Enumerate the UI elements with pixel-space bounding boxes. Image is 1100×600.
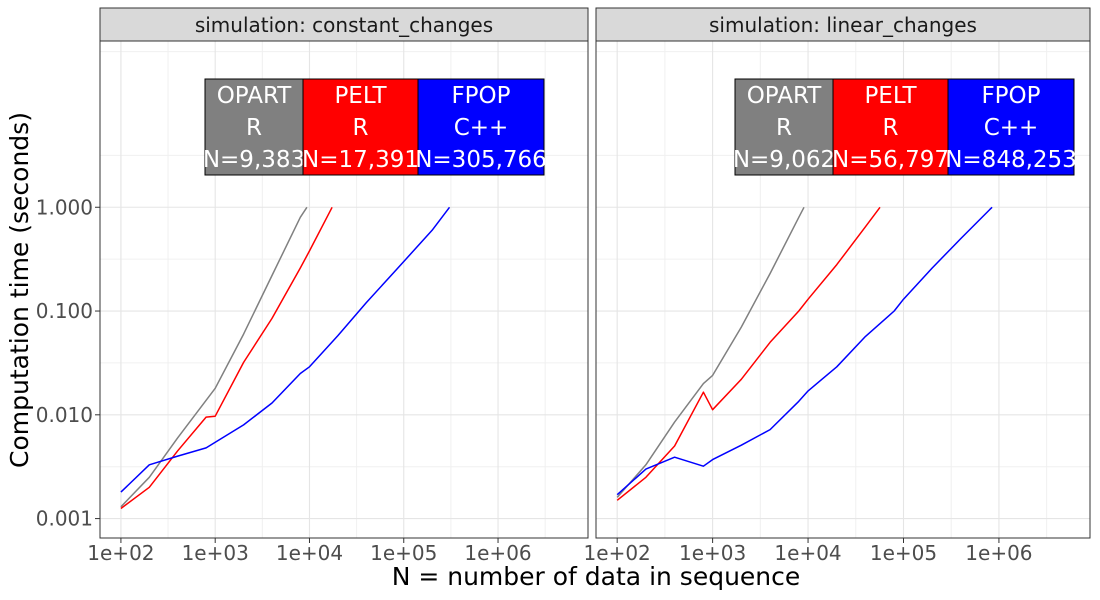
y-tick-label: 1.000 [36, 195, 93, 219]
facet-strip-label: simulation: linear_changes [709, 13, 977, 37]
label-box-background [204, 78, 304, 176]
x-tick-label: 1e+04 [774, 541, 841, 565]
series-line-pelt [120, 206, 333, 510]
label-box-opart: OPART R N=9,062 [733, 78, 835, 176]
facet-panel: simulation: constant_changes OPART R N=9,38… [87, 7, 589, 565]
series-line-fpop [616, 206, 993, 496]
panel-border [99, 40, 589, 539]
x-tick-label: 1e+03 [679, 541, 746, 565]
label-box-fpop: FPOP C++ N=305,766 [415, 78, 547, 176]
label-text: C++ [984, 115, 1039, 141]
series-lines [616, 206, 993, 501]
direct-labels: OPART R N=9,062 PELT R N=56,797 FPOP C++ N=848,2… [733, 78, 1077, 176]
facet-strip [595, 7, 1091, 42]
y-tick-label: 0.001 [36, 507, 93, 531]
label-text: C++ [454, 115, 509, 141]
x-tick-label: 1e+06 [464, 541, 531, 565]
facet-panel: simulation: linear_changesOPARTRN=9,062P… [584, 7, 1091, 565]
x-axis: 1e+02 1e+03 1e+04 1e+05 1e+06 [87, 538, 532, 565]
label-text: R [353, 115, 369, 141]
label-box-opart: OPART R N=9,383 [203, 78, 305, 176]
series-lines [120, 206, 451, 510]
label-box-background [417, 78, 545, 176]
label-text: PELT [334, 83, 387, 109]
label-text: N=848,253 [945, 147, 1077, 173]
label-text: OPART [747, 83, 823, 109]
x-axis: 1e+02 1e+03 1e+04 1e+05 1e+06 [584, 538, 1033, 565]
label-box-background [302, 78, 419, 176]
facet-strip [99, 7, 589, 42]
label-text: N=305,766 [415, 147, 547, 173]
label-box-background [947, 78, 1075, 176]
label-text: FPOP [981, 83, 1040, 109]
y-tick-label: 0.010 [36, 403, 93, 427]
x-tick-label: 1e+06 [965, 541, 1032, 565]
label-box-pelt: PELT R N=56,797 [832, 78, 949, 176]
label-text: FPOP [451, 83, 510, 109]
label-box-background [734, 78, 834, 176]
x-tick-label: 1e+02 [87, 541, 154, 565]
y-axis-title: Computation time (seconds) [5, 112, 34, 468]
label-text: N=56,797 [832, 147, 949, 173]
facet-strip-label: simulation: constant_changes [195, 13, 493, 37]
label-box-pelt: PELT R N=17,391 [302, 78, 419, 176]
label-text: N=9,062 [733, 147, 835, 173]
series-line-pelt [616, 206, 881, 501]
x-tick-label: 1e+02 [584, 541, 651, 565]
label-text: N=9,383 [203, 147, 305, 173]
direct-labels: OPART R N=9,383 PELT R N=17,391 FPOP C++ N=305,7… [203, 78, 547, 176]
label-text: PELT [864, 83, 917, 109]
label-text: R [246, 115, 262, 141]
series-line-opart [616, 206, 805, 498]
label-text: N=17,391 [302, 147, 419, 173]
label-text: OPART [217, 83, 293, 109]
label-box-fpop: FPOP C++ N=848,253 [945, 78, 1077, 176]
y-axis: 0.001 0.010 0.100 1.000 [36, 195, 100, 531]
label-box-background [832, 78, 949, 176]
label-text: R [883, 115, 899, 141]
x-axis-title: N = number of data in sequence [392, 562, 801, 591]
series-line-opart [120, 206, 308, 508]
x-tick-label: 1e+04 [276, 541, 343, 565]
x-tick-label: 1e+03 [182, 541, 249, 565]
label-text: R [776, 115, 792, 141]
x-tick-label: 1e+05 [370, 541, 437, 565]
y-tick-label: 0.100 [36, 299, 93, 323]
x-tick-label: 1e+05 [870, 541, 937, 565]
panel-border [595, 40, 1091, 539]
series-line-fpop [120, 206, 451, 493]
